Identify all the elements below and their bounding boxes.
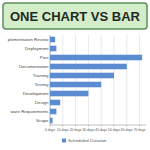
category-label: Development bbox=[23, 91, 50, 96]
legend-label: Scheduled Duration bbox=[68, 138, 107, 143]
grid-line bbox=[126, 35, 127, 125]
x-axis bbox=[50, 125, 146, 126]
category-label: ware Requirements bbox=[10, 109, 49, 114]
grid-line bbox=[139, 35, 140, 125]
tick-label: 40 days bbox=[95, 128, 107, 132]
category-label: Testing bbox=[35, 82, 49, 87]
legend-swatch bbox=[62, 139, 66, 143]
bar bbox=[50, 91, 88, 97]
bar bbox=[50, 64, 127, 70]
tick-label: 30 days bbox=[82, 128, 94, 132]
grid-line bbox=[101, 35, 102, 125]
category-label: Design bbox=[35, 100, 49, 105]
category-label: Deployment bbox=[25, 46, 49, 51]
tick-label: 10 days bbox=[57, 128, 69, 132]
bar bbox=[50, 100, 60, 106]
tick-label: 20 days bbox=[70, 128, 82, 132]
bar bbox=[50, 82, 101, 88]
grid-line bbox=[62, 35, 63, 125]
grid-line bbox=[75, 35, 76, 125]
tick-label: 60 days bbox=[121, 128, 133, 132]
bar bbox=[50, 109, 56, 115]
tick-label: 0 days bbox=[45, 128, 55, 132]
title: ONE CHART VS BAR bbox=[10, 9, 141, 24]
legend: Scheduled Duration bbox=[62, 138, 107, 143]
tick-label: 50 days bbox=[108, 128, 120, 132]
bar bbox=[50, 55, 142, 61]
bar bbox=[50, 118, 53, 124]
title-banner bbox=[3, 3, 147, 29]
tick-label: 70 days bbox=[134, 128, 146, 132]
category-label: Post bbox=[40, 55, 50, 60]
bar bbox=[50, 37, 55, 43]
category-label: Training bbox=[33, 73, 49, 78]
bar bbox=[50, 46, 56, 52]
grid-line bbox=[88, 35, 89, 125]
bars bbox=[50, 37, 142, 124]
bar bbox=[50, 73, 114, 79]
category-label: Documentation bbox=[19, 64, 49, 69]
chart: ONE CHART VS BAR 0 days10 days20 days30 d… bbox=[0, 0, 150, 150]
grid-line bbox=[114, 35, 115, 125]
category-label: plementation Review bbox=[8, 37, 50, 42]
category-label: Scope bbox=[36, 118, 49, 123]
